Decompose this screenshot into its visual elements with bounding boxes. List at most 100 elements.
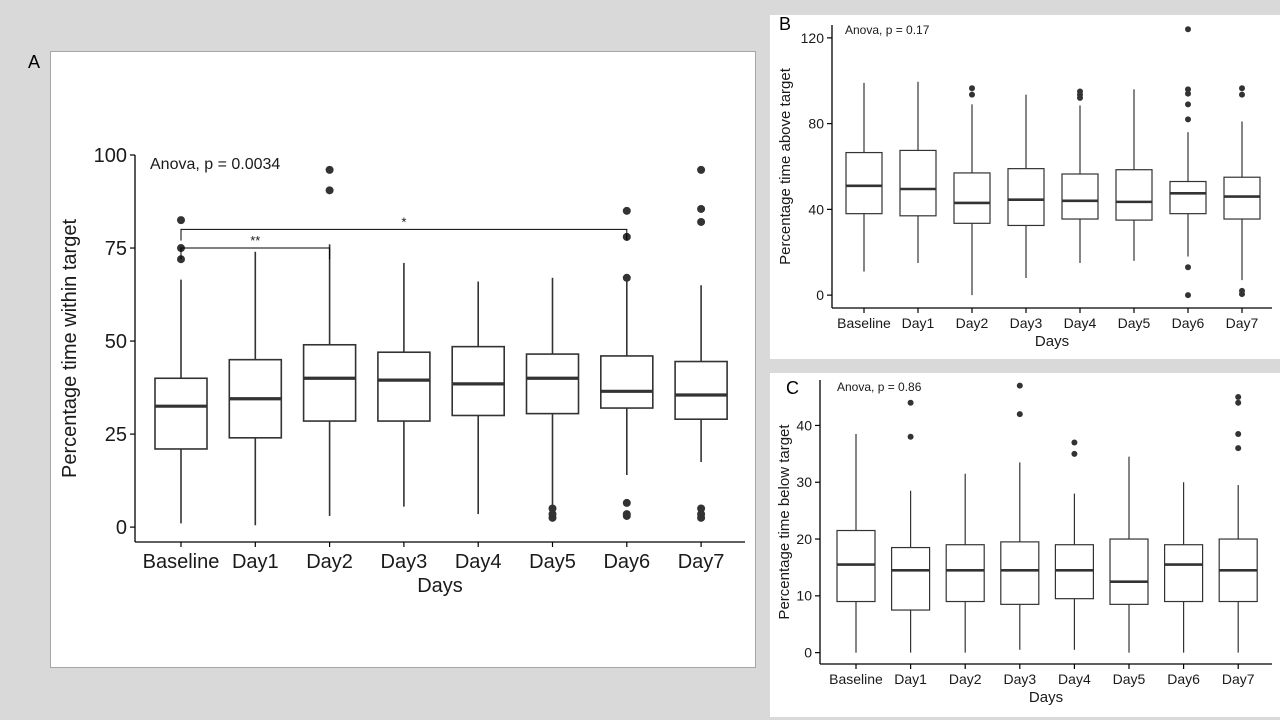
box-iqr: [845, 151, 883, 215]
box-iqr: [154, 377, 208, 450]
y-tick-label: 10: [796, 588, 812, 604]
outlier-point: [1185, 86, 1191, 93]
box-iqr: [899, 149, 937, 217]
outlier-point: [1239, 91, 1245, 98]
outlier-point: [548, 510, 557, 519]
x-tick-label: Day1: [894, 671, 927, 687]
x-tick-label: Day6: [603, 551, 650, 573]
x-tick-label: Day2: [956, 315, 989, 331]
panel-c-letter: C: [786, 378, 799, 398]
outlier-point: [907, 399, 914, 406]
x-tick-label: Day6: [1167, 671, 1200, 687]
x-tick-label: Day7: [1226, 315, 1259, 331]
outlier-point: [969, 91, 975, 98]
significance-bracket: [180, 247, 331, 260]
x-tick-label: Day4: [1058, 671, 1091, 687]
y-tick-label: 30: [796, 474, 812, 490]
outlier-point: [697, 165, 706, 174]
y-tick-label: 25: [105, 424, 127, 446]
x-tick-label: Day6: [1172, 315, 1205, 331]
box-iqr: [377, 351, 431, 422]
x-tick-label: Day7: [1222, 671, 1255, 687]
panel-a-letter: A: [28, 52, 41, 72]
x-tick-label: Day3: [1010, 315, 1043, 331]
outlier-point: [1071, 450, 1078, 457]
box-iqr: [1223, 176, 1261, 220]
outlier-point: [1235, 394, 1242, 401]
anova-annotation: Anova, p = 0.0034: [150, 156, 280, 173]
y-tick-label: 0: [816, 287, 824, 303]
anova-annotation: Anova, p = 0.86: [837, 380, 922, 394]
outlier-point: [1185, 292, 1191, 299]
outlier-point: [1235, 445, 1242, 452]
box-iqr: [302, 343, 357, 422]
x-tick-label: Day3: [381, 551, 428, 573]
x-tick-label: Day5: [1118, 315, 1151, 331]
outlier-point: [1185, 90, 1191, 97]
outlier-point: [622, 206, 631, 215]
significance-bracket: [180, 228, 628, 241]
outlier-point: [697, 204, 706, 213]
significance-label: *: [401, 214, 406, 229]
outlier-point: [1185, 101, 1191, 108]
y-tick-label: 20: [796, 531, 812, 547]
box-iqr: [599, 355, 654, 409]
box-iqr: [525, 353, 580, 415]
x-axis-label: Days: [1029, 689, 1063, 706]
box-iqr: [1000, 541, 1040, 605]
x-tick-label: Day1: [902, 315, 935, 331]
box-iqr: [953, 172, 991, 224]
y-tick-label: 0: [116, 517, 127, 539]
x-tick-label: Day1: [232, 551, 279, 573]
y-tick-label: 100: [94, 145, 127, 167]
box-iqr: [890, 546, 931, 611]
box-iqr: [1054, 544, 1095, 600]
x-tick-label: Day7: [678, 551, 725, 573]
y-tick-label: 40: [796, 417, 812, 433]
box-iqr: [1109, 538, 1149, 605]
outlier-point: [969, 85, 975, 92]
x-tick-label: Day4: [455, 551, 502, 573]
y-axis-label: Percentage time within target: [59, 219, 81, 478]
box-iqr: [945, 544, 985, 603]
outlier-point: [1185, 264, 1191, 271]
outlier-point: [622, 510, 631, 519]
x-tick-label: Baseline: [829, 671, 883, 687]
x-tick-label: Day2: [306, 551, 353, 573]
x-axis-label: Days: [1035, 333, 1069, 350]
outlier-point: [1071, 439, 1078, 446]
box-iqr: [836, 529, 876, 603]
x-tick-label: Day3: [1003, 671, 1036, 687]
x-tick-label: Day2: [949, 671, 982, 687]
box-iqr: [1061, 173, 1099, 220]
x-tick-label: Baseline: [837, 315, 891, 331]
box-iqr: [1169, 180, 1207, 215]
box-iqr: [451, 345, 506, 417]
y-tick-label: 80: [808, 116, 824, 132]
box-iqr: [1007, 168, 1045, 227]
y-axis-label: Percentage time below target: [776, 424, 793, 620]
outlier-point: [697, 217, 706, 226]
y-tick-label: 40: [808, 201, 824, 217]
box-iqr: [1163, 544, 1204, 603]
outlier-point: [697, 510, 706, 519]
outlier-point: [1185, 116, 1191, 123]
outlier-point: [1239, 85, 1245, 92]
outlier-point: [1077, 88, 1083, 95]
outlier-point: [622, 273, 631, 282]
outlier-point: [1185, 26, 1191, 33]
outlier-point: [697, 504, 706, 513]
significance-label: **: [250, 233, 260, 248]
outlier-point: [622, 498, 631, 507]
y-axis-label: Percentage time above target: [777, 67, 794, 265]
panel-b-letter: B: [779, 14, 792, 34]
outlier-point: [1016, 411, 1023, 418]
x-tick-label: Day5: [1113, 671, 1146, 687]
anova-annotation: Anova, p = 0.17: [845, 23, 930, 37]
x-tick-label: Baseline: [143, 551, 220, 573]
outlier-point: [1235, 399, 1242, 406]
x-tick-label: Day4: [1064, 315, 1097, 331]
